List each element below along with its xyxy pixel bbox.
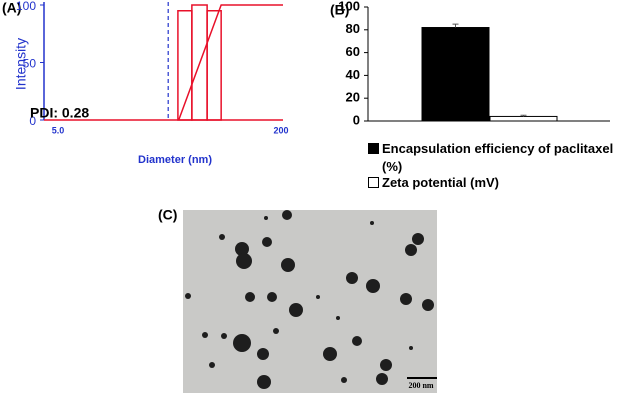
panel-label: (C)	[158, 207, 177, 223]
panel-label: (B)	[330, 2, 349, 18]
panel-label: (A)	[2, 0, 21, 16]
y-tick-label: 20	[346, 90, 360, 105]
x-tick-label: 5.0	[52, 125, 65, 135]
cumulative-line	[178, 4, 283, 121]
bar	[489, 115, 558, 122]
x-tick-label: 200	[273, 125, 288, 135]
x-axis-label: Diameter (nm)	[138, 154, 212, 166]
y-tick-label: 50	[23, 57, 37, 71]
y-tick-label: 60	[346, 44, 360, 59]
y-tick-label: 100	[338, 0, 360, 13]
annotation: PDI: 0.28	[30, 105, 89, 121]
legend-swatch	[368, 177, 379, 188]
scale-bar-label: 200 nm	[408, 381, 433, 390]
y-tick-label: 40	[346, 67, 360, 82]
bar	[421, 27, 490, 122]
y-tick-label: 0	[353, 112, 360, 127]
particles	[185, 210, 434, 389]
legend-label: Encapsulation efficiency of paclitaxel (…	[382, 141, 614, 174]
legend-label: Zeta potential (mV)	[382, 175, 500, 190]
y-axis-label: Intensity	[13, 38, 29, 90]
error-bar	[452, 23, 459, 28]
histogram-bar	[206, 10, 222, 121]
y-tick-label: 100	[16, 0, 36, 13]
tem-image: 200 nm	[183, 210, 437, 393]
legend-swatch	[368, 143, 379, 154]
error-bar	[520, 114, 527, 117]
y-tick-label: 0	[29, 114, 36, 128]
y-tick-label: 80	[346, 21, 360, 36]
image-bg	[183, 210, 437, 393]
